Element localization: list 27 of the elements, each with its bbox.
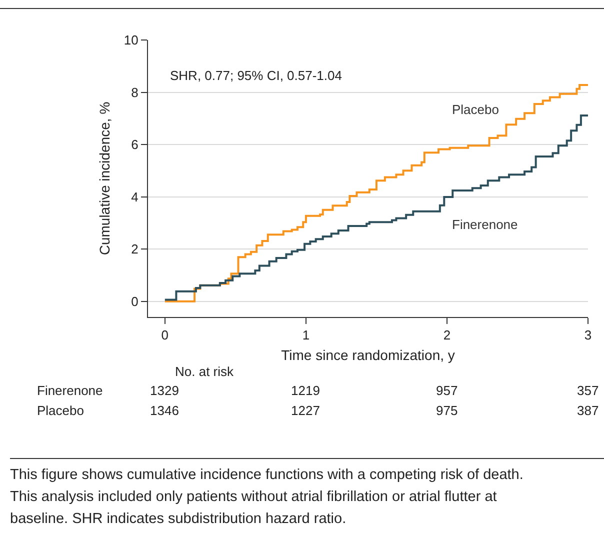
y-tick-label: 0	[131, 294, 138, 309]
y-axis-title: Cumulative incidence, %	[96, 102, 113, 256]
y-tick-label: 8	[131, 84, 138, 100]
text: 957	[436, 383, 458, 398]
series-label: Placebo	[452, 102, 499, 117]
text: This figure shows cumulative incidence functions with a competing risk of death. This analysis included only patients without atrial fibrillation or atrial flutter at baseline. SHR indicates subdistribution hazard ratio.	[10, 466, 524, 529]
x-tick-label: 3	[584, 328, 592, 343]
text: 1346	[150, 403, 179, 418]
text: 1227	[291, 403, 320, 418]
y-tick-label: 6	[131, 137, 138, 152]
x-tick-label: 0	[161, 328, 169, 343]
text: 387	[577, 403, 599, 418]
annotation: SHR, 0.77; 95% CI, 0.57-1.04	[170, 68, 342, 83]
y-tick-label: 4	[131, 189, 138, 204]
text: 1219	[291, 383, 320, 398]
text: Placebo	[37, 403, 84, 418]
y-tick-label: 10	[124, 32, 138, 48]
y-tick-label: 2	[131, 242, 138, 257]
text: 975	[436, 403, 458, 418]
series-label: Finerenone	[452, 217, 518, 232]
x-tick-label: 2	[443, 328, 451, 343]
text: 357	[577, 383, 599, 398]
text: Finerenone	[37, 383, 103, 398]
x-axis-title: Time since randomization, y	[281, 346, 455, 363]
text: 1329	[150, 383, 179, 398]
text: No. at risk	[175, 364, 234, 379]
x-tick-label: 1	[302, 328, 310, 343]
